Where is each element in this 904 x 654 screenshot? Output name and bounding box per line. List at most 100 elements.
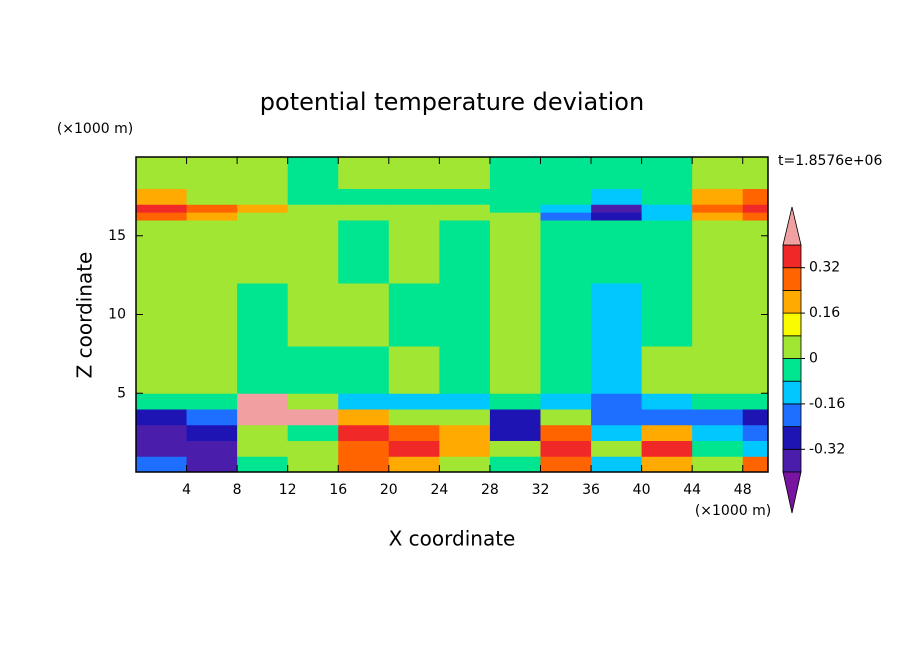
colorbar-bottom-triangle (782, 471, 802, 514)
field-cell (388, 204, 440, 213)
x-tick-label: 28 (481, 482, 499, 498)
field-cell (489, 212, 541, 221)
y-tick-label: 5 (117, 385, 126, 401)
colorbar-box (782, 358, 802, 382)
colorbar-box (782, 244, 802, 269)
field-cell (540, 424, 592, 441)
field-cell (641, 283, 693, 347)
field-cell (591, 393, 643, 410)
colorbar-box (782, 448, 802, 473)
field-cell (237, 157, 289, 189)
field-cell (338, 188, 390, 205)
colorbar-tick-label: -0.32 (809, 441, 845, 457)
x-tick-label: 32 (532, 482, 550, 498)
field-cell (692, 204, 744, 213)
field-cell (338, 212, 390, 221)
field-cell (540, 346, 592, 394)
field-cell (692, 346, 744, 394)
field-cell (641, 424, 693, 441)
field-cell (742, 346, 769, 394)
field-cell (692, 220, 744, 284)
field-cell (489, 346, 541, 394)
field-cell (591, 204, 643, 213)
field-cell (136, 212, 188, 221)
field-cell (287, 440, 339, 457)
x-tick-label: 36 (582, 482, 600, 498)
field-cell (136, 393, 188, 410)
field-cell (186, 424, 238, 441)
x-axis-label: X coordinate (389, 527, 516, 551)
field-cell (136, 220, 188, 284)
field-cell (641, 157, 693, 189)
field-cell (540, 157, 592, 189)
field-cell (237, 212, 289, 221)
field-cell (287, 456, 339, 473)
field-cell (540, 393, 592, 410)
field-cell (540, 456, 592, 473)
colorbar-tick-label: 0.32 (809, 260, 840, 276)
field-cell (489, 440, 541, 457)
field-cell (439, 456, 491, 473)
field-cell (136, 346, 188, 394)
field-cell (338, 220, 390, 284)
field-cell (742, 440, 769, 457)
field-cell (287, 424, 339, 441)
x-tick-label: 16 (329, 482, 347, 498)
field-cell (641, 456, 693, 473)
field-cell (489, 456, 541, 473)
colorbar-tick-label: 0.16 (809, 305, 840, 321)
field-cell (591, 346, 643, 394)
field-cell (388, 393, 440, 410)
y-tick-label: 10 (108, 307, 126, 323)
field-cell (641, 440, 693, 457)
field-cell (692, 409, 744, 426)
colorbar-box (782, 312, 802, 337)
field-cell (237, 346, 289, 394)
field-cell (692, 283, 744, 347)
field-cell (439, 346, 491, 394)
field-cell (186, 456, 238, 473)
field-cell (489, 204, 541, 213)
field-cell (287, 204, 339, 213)
field-cell (338, 346, 390, 394)
field-cell (439, 220, 491, 284)
field-cell (641, 409, 693, 426)
field-cell (742, 220, 769, 284)
field-cell (287, 393, 339, 410)
x-tick-label: 24 (430, 482, 448, 498)
field-cell (136, 424, 188, 441)
field-cell (489, 157, 541, 189)
y-tick-label: 15 (108, 228, 126, 244)
field-cell (388, 346, 440, 394)
x-unit: (×1000 m) (695, 503, 771, 519)
field-cell (186, 220, 238, 284)
field-cell (338, 283, 390, 347)
field-cell (591, 212, 643, 221)
x-tick-label: 20 (380, 482, 398, 498)
field-cell (439, 440, 491, 457)
field-cell (489, 424, 541, 441)
field-cell (237, 204, 289, 213)
colorbar-box (782, 380, 802, 405)
field-cell (540, 220, 592, 284)
field-cell (742, 188, 769, 205)
field-cell (237, 188, 289, 205)
field-cell (388, 424, 440, 441)
field-cell (136, 409, 188, 426)
field-cell (489, 283, 541, 347)
field-cell (186, 157, 238, 189)
field-cell (540, 188, 592, 205)
field-cell (742, 204, 769, 213)
field-cell (136, 456, 188, 473)
field-cell (742, 456, 769, 473)
field-cell (692, 440, 744, 457)
field-cell (591, 283, 643, 347)
field-cell (287, 283, 339, 347)
colorbar-box (782, 403, 802, 427)
field-cell (692, 393, 744, 410)
field-cell (338, 424, 390, 441)
colorbar-box (782, 289, 802, 314)
field-cell (591, 456, 643, 473)
field-cell (591, 220, 643, 284)
field-cell (186, 204, 238, 213)
